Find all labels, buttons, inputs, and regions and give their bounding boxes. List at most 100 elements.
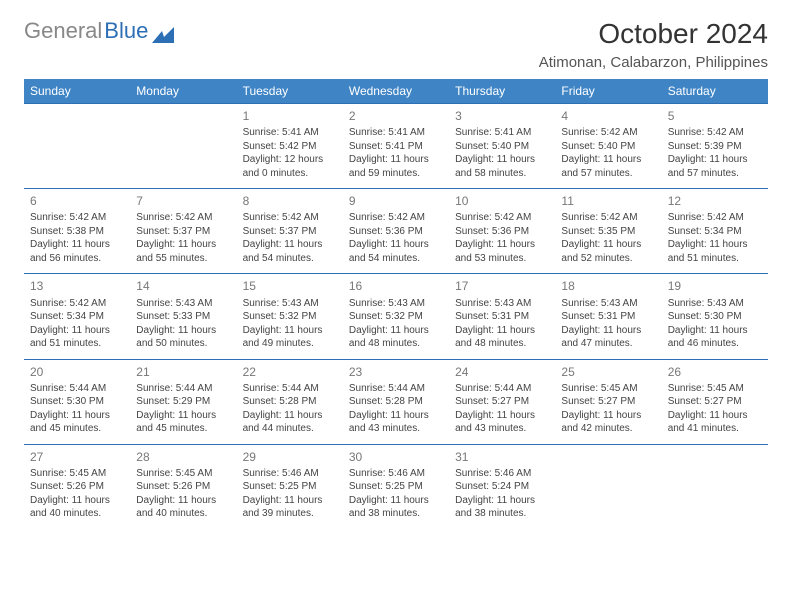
sunset-line: Sunset: 5:26 PM [136, 480, 230, 494]
sunrise-line: Sunrise: 5:45 AM [561, 382, 655, 396]
daylight-line: Daylight: 11 hours and 58 minutes. [455, 153, 549, 180]
calendar-day: 15Sunrise: 5:43 AMSunset: 5:32 PMDayligh… [237, 274, 343, 359]
sunset-line: Sunset: 5:25 PM [349, 480, 443, 494]
day-number: 20 [30, 364, 124, 380]
day-number: 23 [349, 364, 443, 380]
sunrise-line: Sunrise: 5:42 AM [561, 126, 655, 140]
day-header: Monday [130, 79, 236, 104]
calendar-day: 20Sunrise: 5:44 AMSunset: 5:30 PMDayligh… [24, 359, 130, 444]
calendar-day: 7Sunrise: 5:42 AMSunset: 5:37 PMDaylight… [130, 189, 236, 274]
sunset-line: Sunset: 5:33 PM [136, 310, 230, 324]
calendar-table: SundayMondayTuesdayWednesdayThursdayFrid… [24, 79, 768, 529]
sunrise-line: Sunrise: 5:41 AM [455, 126, 549, 140]
sunset-line: Sunset: 5:36 PM [455, 225, 549, 239]
sunset-line: Sunset: 5:34 PM [668, 225, 762, 239]
sunrise-line: Sunrise: 5:43 AM [136, 297, 230, 311]
calendar-empty [555, 444, 661, 529]
sunset-line: Sunset: 5:25 PM [243, 480, 337, 494]
daylight-line: Daylight: 11 hours and 44 minutes. [243, 409, 337, 436]
day-number: 24 [455, 364, 549, 380]
sunrise-line: Sunrise: 5:41 AM [349, 126, 443, 140]
daylight-line: Daylight: 11 hours and 50 minutes. [136, 324, 230, 351]
day-number: 4 [561, 108, 655, 124]
sunset-line: Sunset: 5:26 PM [30, 480, 124, 494]
sunset-line: Sunset: 5:30 PM [30, 395, 124, 409]
calendar-week: 1Sunrise: 5:41 AMSunset: 5:42 PMDaylight… [24, 104, 768, 189]
calendar-day: 13Sunrise: 5:42 AMSunset: 5:34 PMDayligh… [24, 274, 130, 359]
sunset-line: Sunset: 5:31 PM [455, 310, 549, 324]
logo: GeneralBlue [24, 18, 174, 44]
day-number: 8 [243, 193, 337, 209]
calendar-day: 31Sunrise: 5:46 AMSunset: 5:24 PMDayligh… [449, 444, 555, 529]
calendar-day: 5Sunrise: 5:42 AMSunset: 5:39 PMDaylight… [662, 104, 768, 189]
calendar-day: 11Sunrise: 5:42 AMSunset: 5:35 PMDayligh… [555, 189, 661, 274]
daylight-line: Daylight: 11 hours and 51 minutes. [668, 238, 762, 265]
day-number: 10 [455, 193, 549, 209]
sunrise-line: Sunrise: 5:42 AM [243, 211, 337, 225]
day-number: 7 [136, 193, 230, 209]
day-number: 15 [243, 278, 337, 294]
calendar-day: 21Sunrise: 5:44 AMSunset: 5:29 PMDayligh… [130, 359, 236, 444]
day-number: 3 [455, 108, 549, 124]
day-number: 11 [561, 193, 655, 209]
calendar-day: 17Sunrise: 5:43 AMSunset: 5:31 PMDayligh… [449, 274, 555, 359]
daylight-line: Daylight: 11 hours and 53 minutes. [455, 238, 549, 265]
daylight-line: Daylight: 11 hours and 57 minutes. [668, 153, 762, 180]
calendar-week: 13Sunrise: 5:42 AMSunset: 5:34 PMDayligh… [24, 274, 768, 359]
day-number: 22 [243, 364, 337, 380]
sunset-line: Sunset: 5:40 PM [561, 140, 655, 154]
calendar-week: 6Sunrise: 5:42 AMSunset: 5:38 PMDaylight… [24, 189, 768, 274]
daylight-line: Daylight: 11 hours and 54 minutes. [349, 238, 443, 265]
sunrise-line: Sunrise: 5:46 AM [243, 467, 337, 481]
day-number: 18 [561, 278, 655, 294]
day-header: Thursday [449, 79, 555, 104]
day-number: 21 [136, 364, 230, 380]
calendar-day: 14 Sunrise: 5:43 AMSunset: 5:33 PMDayligh… [130, 274, 236, 359]
calendar-day: 9Sunrise: 5:42 AMSunset: 5:36 PMDaylight… [343, 189, 449, 274]
daylight-line: Daylight: 11 hours and 43 minutes. [455, 409, 549, 436]
day-number: 5 [668, 108, 762, 124]
sunset-line: Sunset: 5:34 PM [30, 310, 124, 324]
day-number: 2 [349, 108, 443, 124]
sunset-line: Sunset: 5:37 PM [243, 225, 337, 239]
day-number: 9 [349, 193, 443, 209]
calendar-day: 26Sunrise: 5:45 AMSunset: 5:27 PMDayligh… [662, 359, 768, 444]
daylight-line: Daylight: 11 hours and 41 minutes. [668, 409, 762, 436]
daylight-line: Daylight: 11 hours and 54 minutes. [243, 238, 337, 265]
day-number: 14 [136, 278, 230, 294]
day-number: 31 [455, 449, 549, 465]
header: GeneralBlue October 2024 Atimonan, Calab… [24, 18, 768, 71]
day-number: 17 [455, 278, 549, 294]
day-number: 12 [668, 193, 762, 209]
day-number: 16 [349, 278, 443, 294]
calendar-week: 20 Sunrise: 5:44 AM Sunset: 5:30 PM Dayligh… [24, 359, 768, 444]
sunset-line: Sunset: 5:32 PM [349, 310, 443, 324]
sunrise-line: Sunrise: 5:43 AM [561, 297, 655, 311]
day-number: 30 [349, 449, 443, 465]
sunset-line: Sunset: 5:32 PM [243, 310, 337, 324]
calendar-day: 8 Sunrise: 5:42 AMSunset: 5:37 PMDaylight… [237, 189, 343, 274]
sunrise-line: Sunrise: 5:45 AM [30, 467, 124, 481]
day-number: 6 [30, 193, 124, 209]
sunrise-line: Sunrise: 5:46 AM [349, 467, 443, 481]
sunset-line: Sunset: 5:27 PM [668, 395, 762, 409]
calendar-header-row: SundayMondayTuesdayWednesdayThursdayFrid… [24, 79, 768, 104]
day-header: Friday [555, 79, 661, 104]
sunset-line: Sunset: 5:27 PM [561, 395, 655, 409]
month-title: October 2024 [539, 18, 768, 50]
calendar-day: 16Sunrise: 5:43 AMSunset: 5:32 PMDayligh… [343, 274, 449, 359]
daylight-line: Daylight: 11 hours and 49 minutes. [243, 324, 337, 351]
calendar-day: 19Sunrise: 5:43 AMSunset: 5:30 PMDayligh… [662, 274, 768, 359]
sunrise-line: Sunrise: 5:42 AM [668, 126, 762, 140]
calendar-day: 22Sunrise: 5:44 AMSunset: 5:28 PMDayligh… [237, 359, 343, 444]
calendar-day: 10Sunrise: 5:42 AMSunset: 5:36 PMDayligh… [449, 189, 555, 274]
sunset-line: Sunset: 5:35 PM [561, 225, 655, 239]
calendar-day: 3Sunrise: 5:41 AMSunset: 5:40 PMDaylight… [449, 104, 555, 189]
logo-icon [152, 23, 174, 39]
day-number: 28 [136, 449, 230, 465]
sunrise-line: Sunrise: 5:43 AM [349, 297, 443, 311]
logo-text-gray: General [24, 18, 102, 44]
sunrise-line: Sunrise: 5:44 AM [243, 382, 337, 396]
daylight-line: Daylight: 11 hours and 38 minutes. [349, 494, 443, 521]
sunset-line: Sunset: 5:36 PM [349, 225, 443, 239]
